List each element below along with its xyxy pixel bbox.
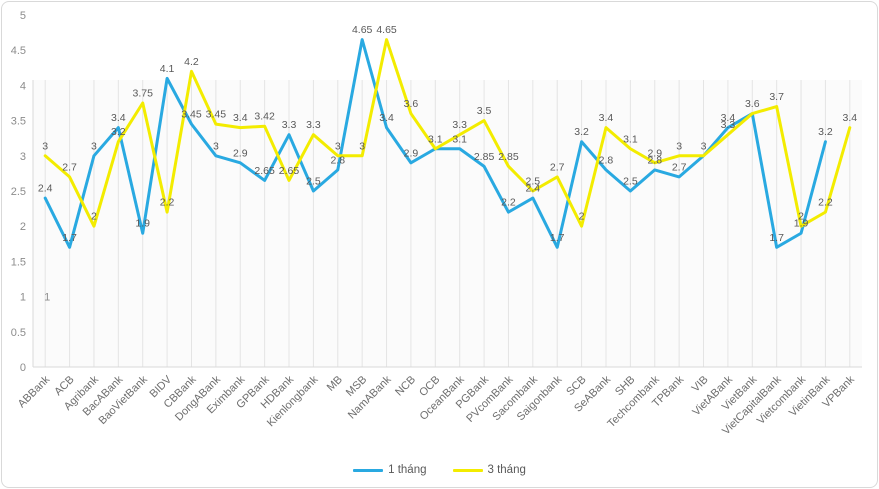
svg-text:1.7: 1.7	[62, 232, 77, 244]
svg-text:3.2: 3.2	[818, 126, 833, 138]
svg-text:2.2: 2.2	[160, 197, 175, 209]
svg-text:3.4: 3.4	[233, 112, 248, 124]
svg-text:3.7: 3.7	[769, 91, 784, 103]
legend-swatch-1-thang-icon	[353, 468, 384, 472]
category-axis-labels: ABBank ACBAgribankBacABankBaoVietBankBIDV…	[16, 373, 858, 437]
svg-text:3.75: 3.75	[133, 88, 154, 100]
svg-text:2: 2	[91, 211, 97, 223]
svg-text:MB: MB	[325, 374, 345, 394]
svg-text:ABBank: ABBank	[16, 373, 53, 410]
annotation-stray-label: 1	[44, 292, 50, 304]
svg-text:2.5: 2.5	[306, 176, 321, 188]
svg-text:3.3: 3.3	[282, 119, 297, 131]
svg-text:3: 3	[42, 140, 48, 152]
chart-legend: 1 tháng 3 tháng	[0, 464, 879, 476]
svg-text:3.6: 3.6	[404, 98, 419, 110]
svg-text:2.85: 2.85	[498, 151, 519, 163]
svg-text:3.1: 3.1	[428, 133, 443, 145]
svg-text:4.5: 4.5	[11, 45, 26, 57]
svg-text:3.4: 3.4	[111, 112, 126, 124]
svg-text:3.2: 3.2	[111, 126, 126, 138]
svg-text:5: 5	[20, 10, 26, 22]
svg-text:3.42: 3.42	[254, 111, 275, 123]
svg-text:3.4: 3.4	[379, 112, 394, 124]
svg-text:2.7: 2.7	[62, 161, 77, 173]
svg-text:4: 4	[20, 80, 26, 92]
svg-text:3.4: 3.4	[599, 112, 614, 124]
svg-text:4.2: 4.2	[184, 56, 199, 68]
plot-area	[33, 80, 862, 367]
svg-text:0: 0	[20, 362, 26, 374]
svg-text:2.7: 2.7	[672, 161, 687, 173]
svg-text:2.9: 2.9	[404, 147, 419, 159]
svg-text:2.2: 2.2	[501, 197, 516, 209]
legend-item-3-thang: 3 tháng	[452, 464, 526, 476]
legend-label-3-thang: 3 tháng	[487, 464, 526, 476]
svg-text:2.7: 2.7	[550, 161, 565, 173]
svg-text:4.1: 4.1	[160, 63, 175, 75]
svg-text:2.8: 2.8	[647, 154, 662, 166]
svg-text:4.65: 4.65	[352, 24, 373, 36]
svg-text:2.8: 2.8	[330, 154, 345, 166]
svg-text:2.9: 2.9	[647, 147, 662, 159]
svg-text:3.1: 3.1	[452, 133, 467, 145]
svg-text:3: 3	[91, 140, 97, 152]
svg-text:1: 1	[44, 292, 50, 304]
svg-text:2.2: 2.2	[818, 197, 833, 209]
svg-text:1.7: 1.7	[550, 232, 565, 244]
svg-text:3.4: 3.4	[843, 112, 858, 124]
svg-text:3: 3	[20, 151, 26, 163]
svg-text:3.45: 3.45	[181, 109, 202, 121]
svg-text:2: 2	[579, 211, 585, 223]
svg-text:1.7: 1.7	[769, 232, 784, 244]
svg-text:1: 1	[20, 292, 26, 304]
legend-label-1-thang: 1 tháng	[388, 464, 427, 476]
svg-text:3: 3	[335, 140, 341, 152]
svg-text:3.5: 3.5	[11, 116, 26, 128]
svg-text:2.4: 2.4	[526, 183, 541, 195]
svg-text:2: 2	[20, 221, 26, 233]
svg-text:3.5: 3.5	[477, 105, 492, 117]
svg-text:3.3: 3.3	[306, 119, 321, 131]
svg-text:2.5: 2.5	[11, 186, 26, 198]
svg-text:0.5: 0.5	[11, 327, 26, 339]
svg-text:2.4: 2.4	[38, 183, 53, 195]
svg-text:2.5: 2.5	[623, 176, 638, 188]
svg-text:3.3: 3.3	[721, 119, 736, 131]
svg-text:3: 3	[676, 140, 682, 152]
svg-text:2.65: 2.65	[254, 165, 275, 177]
svg-text:3: 3	[213, 140, 219, 152]
svg-text:2.8: 2.8	[599, 154, 614, 166]
svg-text:3.3: 3.3	[452, 119, 467, 131]
svg-text:NCB: NCB	[393, 374, 418, 399]
svg-text:2.5: 2.5	[526, 176, 541, 188]
svg-text:2: 2	[798, 211, 804, 223]
svg-text:4.65: 4.65	[376, 24, 397, 36]
y-axis-labels: 0 0.5 1 1.5 2 2.5 3 3.5 4 4.5 5	[11, 10, 26, 374]
svg-text:1.9: 1.9	[135, 218, 150, 230]
series-line-3-thang	[43, 38, 852, 228]
svg-text:3.45: 3.45	[206, 109, 227, 121]
svg-text:2.65: 2.65	[279, 165, 300, 177]
svg-text:2.9: 2.9	[233, 147, 248, 159]
svg-text:3.4: 3.4	[721, 112, 736, 124]
svg-text:1.5: 1.5	[11, 256, 26, 268]
svg-text:3: 3	[701, 140, 707, 152]
svg-text:2.85: 2.85	[474, 151, 495, 163]
axis-lines	[32, 80, 862, 368]
data-labels: 2.4 1.7 3 3.4 1.9 4.1 3.45 3 2.9 2.65 3.3 2.5 2.8 4.6…	[38, 24, 857, 244]
svg-text:3: 3	[359, 140, 365, 152]
legend-item-1-thang: 1 tháng	[353, 464, 427, 476]
svg-text:3.1: 3.1	[623, 133, 638, 145]
svg-text:1.9: 1.9	[794, 218, 809, 230]
legend-swatch-3-thang-icon	[452, 468, 483, 472]
svg-text:3.2: 3.2	[574, 126, 589, 138]
svg-text:3.6: 3.6	[745, 98, 760, 110]
